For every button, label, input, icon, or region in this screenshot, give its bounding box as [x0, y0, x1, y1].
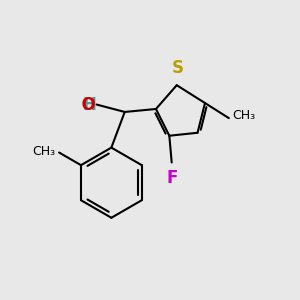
Text: H: H [82, 95, 96, 113]
Text: S: S [171, 59, 183, 77]
Text: F: F [167, 169, 178, 187]
Text: CH₃: CH₃ [32, 145, 56, 158]
Text: CH₃: CH₃ [232, 109, 256, 122]
Text: O: O [70, 95, 96, 113]
